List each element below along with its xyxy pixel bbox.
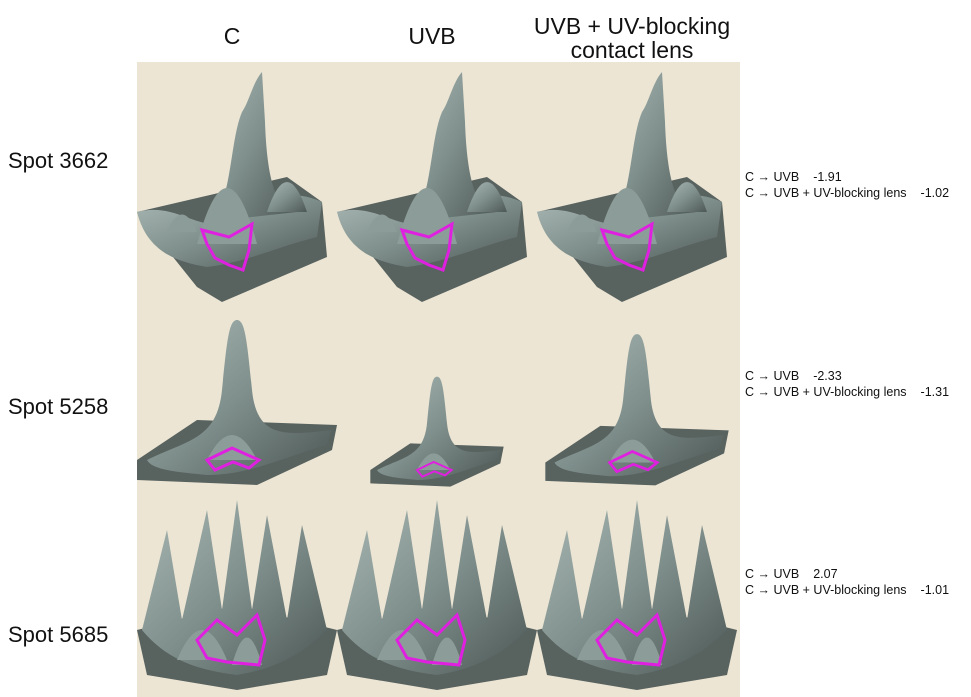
comparison-label: C → UVB + UV-blocking lens	[745, 583, 907, 597]
comparison-label: C → UVB + UV-blocking lens	[745, 186, 907, 200]
comparison-label: C → UVB	[745, 170, 799, 184]
comparison: C → UVB -1.91	[745, 169, 842, 185]
fold-change: -1.91	[813, 170, 842, 184]
comparison-label: C → UVB + UV-blocking lens	[745, 385, 907, 399]
comparison-label: C → UVB	[745, 567, 799, 581]
comparison: C → UVB -2.33	[745, 368, 842, 384]
row-label: Spot 5258	[8, 394, 138, 420]
row-label: Spot 5685	[8, 622, 138, 648]
row-label: Spot 3662	[8, 148, 138, 174]
fold-change: -2.33	[813, 369, 842, 383]
fold-change: -1.02	[921, 186, 950, 200]
fold-change: -1.01	[921, 583, 950, 597]
column-header: UVB + UV-blocking contact lens	[512, 14, 752, 62]
fold-change: -1.31	[921, 385, 950, 399]
comparison: C → UVB + UV-blocking lens -1.02	[745, 185, 949, 201]
figure: CUVBUVB + UV-blocking contact lens Spot …	[0, 0, 971, 697]
comparison: C → UVB + UV-blocking lens -1.01	[745, 582, 949, 598]
fold-change: 2.07	[813, 567, 837, 581]
comparison: C → UVB 2.07	[745, 566, 838, 582]
comparison-label: C → UVB	[745, 369, 799, 383]
comparison: C → UVB + UV-blocking lens -1.31	[745, 384, 949, 400]
